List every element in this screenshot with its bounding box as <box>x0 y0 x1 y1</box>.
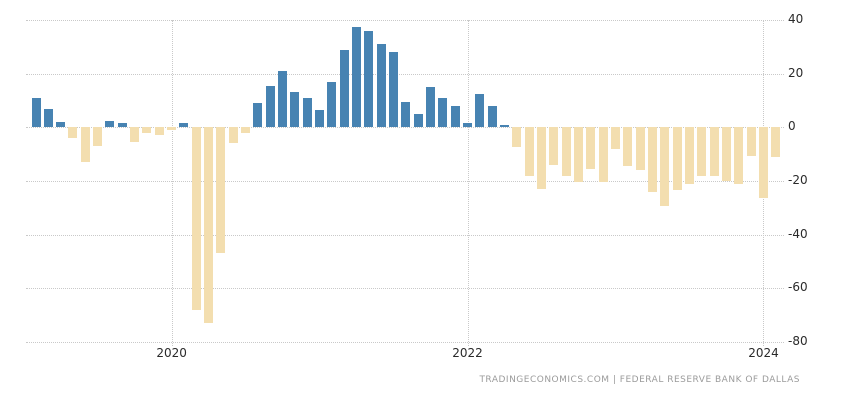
x-axis-label: 2022 <box>452 346 483 360</box>
x-axis-label: 2020 <box>156 346 187 360</box>
year-gridline-2022 <box>467 20 469 346</box>
bar-aug-2023 <box>697 127 707 176</box>
bar-jun-2022 <box>524 127 534 176</box>
bar-nov-2020 <box>290 92 300 128</box>
bar-may-2020 <box>216 127 226 254</box>
bar-mar-2020 <box>191 127 201 310</box>
bar-nov-2023 <box>734 127 744 184</box>
y-axis-label: -40 <box>788 226 808 241</box>
bar-dec-2019 <box>154 127 164 136</box>
gridline-20 <box>26 73 784 75</box>
bar-apr-2020 <box>204 127 214 324</box>
bar-mar-2019 <box>43 108 53 128</box>
bar-aug-2022 <box>549 127 559 165</box>
bar-nov-2021 <box>438 97 448 128</box>
gridline--60 <box>26 288 784 290</box>
bar-feb-2023 <box>623 127 633 167</box>
x-axis-label: 2024 <box>748 346 779 360</box>
bar-mar-2021 <box>339 49 349 128</box>
bar-apr-2023 <box>648 127 657 192</box>
bar-sep-2020 <box>265 85 275 128</box>
gridline-40 <box>26 20 784 21</box>
y-axis-label: -60 <box>788 280 808 295</box>
plot-area <box>26 20 784 346</box>
bar-jan-2021 <box>315 109 325 128</box>
bar-sep-2019 <box>117 123 127 128</box>
bar-jan-2024 <box>758 127 768 199</box>
bar-mar-2022 <box>487 105 497 128</box>
bar-jun-2019 <box>80 127 90 163</box>
attribution-link[interactable]: TRADINGECONOMICS.COM | FEDERAL RESERVE B… <box>479 375 800 385</box>
bar-oct-2023 <box>721 127 731 181</box>
bar-aug-2019 <box>105 120 115 128</box>
bar-nov-2019 <box>142 127 152 133</box>
y-axis-label: 40 <box>788 12 804 26</box>
y-axis-label: -20 <box>788 173 808 187</box>
bar-jul-2020 <box>241 127 251 133</box>
gridline--40 <box>26 234 784 236</box>
bar-jun-2020 <box>228 127 238 144</box>
bar-feb-2024 <box>771 127 781 157</box>
bar-jul-2023 <box>684 127 694 184</box>
bar-jul-2022 <box>537 127 547 190</box>
bar-feb-2022 <box>475 93 485 128</box>
bar-jul-2019 <box>93 127 103 147</box>
gridline--80 <box>26 342 784 343</box>
bar-mar-2023 <box>635 127 645 171</box>
bar-jan-2022 <box>463 123 473 128</box>
bar-jun-2021 <box>376 44 386 128</box>
bar-sep-2023 <box>709 127 719 176</box>
year-gridline-2020 <box>171 20 173 346</box>
bar-jul-2021 <box>389 52 399 128</box>
gridline-0 <box>26 127 784 129</box>
bar-apr-2022 <box>500 124 510 128</box>
bar-oct-2021 <box>426 87 436 128</box>
bar-dec-2022 <box>598 127 608 183</box>
bar-feb-2019 <box>31 97 41 128</box>
bar-may-2022 <box>512 127 522 148</box>
bar-jan-2020 <box>167 127 177 130</box>
bar-aug-2021 <box>401 101 411 128</box>
y-axis-label: -80 <box>788 334 808 348</box>
bar-jan-2023 <box>611 127 620 149</box>
bar-nov-2022 <box>586 127 596 169</box>
bar-may-2019 <box>68 127 78 139</box>
bar-aug-2020 <box>253 103 263 128</box>
bar-dec-2021 <box>450 105 460 128</box>
bar-oct-2022 <box>574 127 584 183</box>
bar-oct-2019 <box>130 127 140 143</box>
bar-may-2023 <box>660 127 670 207</box>
bar-oct-2020 <box>278 70 288 128</box>
bar-apr-2019 <box>56 121 66 128</box>
bar-apr-2021 <box>352 26 362 128</box>
bar-feb-2020 <box>179 123 189 128</box>
bar-may-2021 <box>364 30 374 128</box>
bar-feb-2021 <box>327 81 337 128</box>
gridline--20 <box>26 181 784 182</box>
bar-jun-2023 <box>672 127 682 191</box>
y-axis-label: 20 <box>788 65 804 80</box>
bar-dec-2023 <box>746 127 756 156</box>
bar-sep-2022 <box>561 127 571 176</box>
bar-dec-2020 <box>302 97 312 128</box>
bar-sep-2021 <box>413 113 423 128</box>
y-axis-label: 0 <box>788 119 796 134</box>
